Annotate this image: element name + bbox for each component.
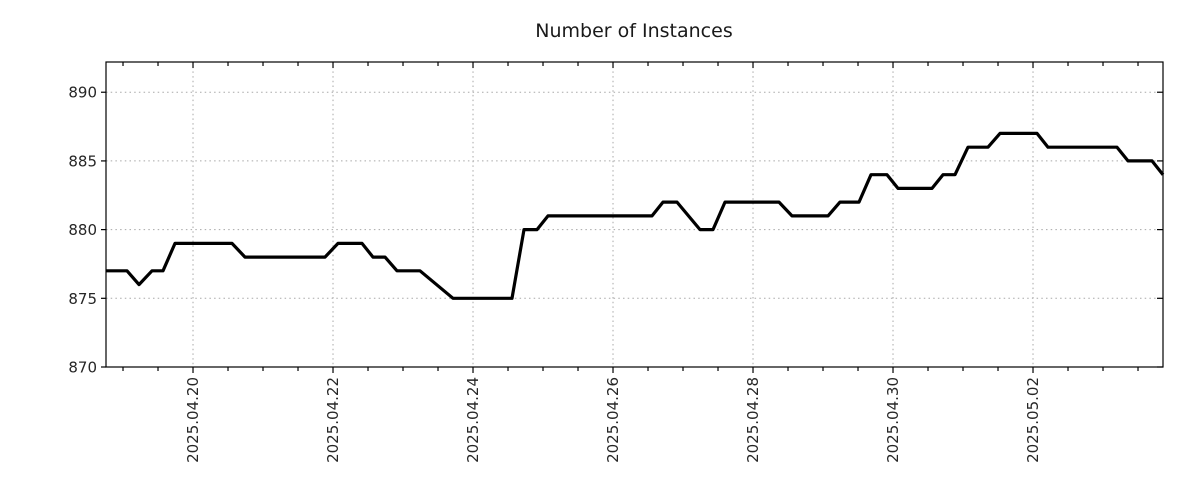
x-tick-label: 2025.04.28 [744,377,762,463]
x-tick-label: 2025.05.02 [1024,377,1042,463]
chart-title: Number of Instances [535,20,732,42]
instances-series-line [106,131,1165,300]
x-tick-label: 2025.04.30 [884,377,902,463]
plot-border [105,61,1164,368]
y-tick-label: 870 [68,359,97,377]
y-tick-label: 885 [68,152,97,170]
y-axis-tick-labels: 870 875 880 885 890 [68,84,97,377]
axis-ticks [101,62,1163,373]
x-tick-label: 2025.04.22 [324,377,342,463]
x-tick-label: 2025.04.24 [464,377,482,463]
x-axis-tick-labels: 2025.04.20 2025.04.22 2025.04.24 2025.04.26… [184,377,1042,463]
grid-lines [106,62,1163,367]
y-tick-label: 890 [68,84,97,102]
y-tick-label: 880 [68,221,97,239]
y-tick-label: 875 [68,290,97,308]
x-tick-label: 2025.04.20 [184,377,202,463]
x-tick-label: 2025.04.26 [604,377,622,463]
